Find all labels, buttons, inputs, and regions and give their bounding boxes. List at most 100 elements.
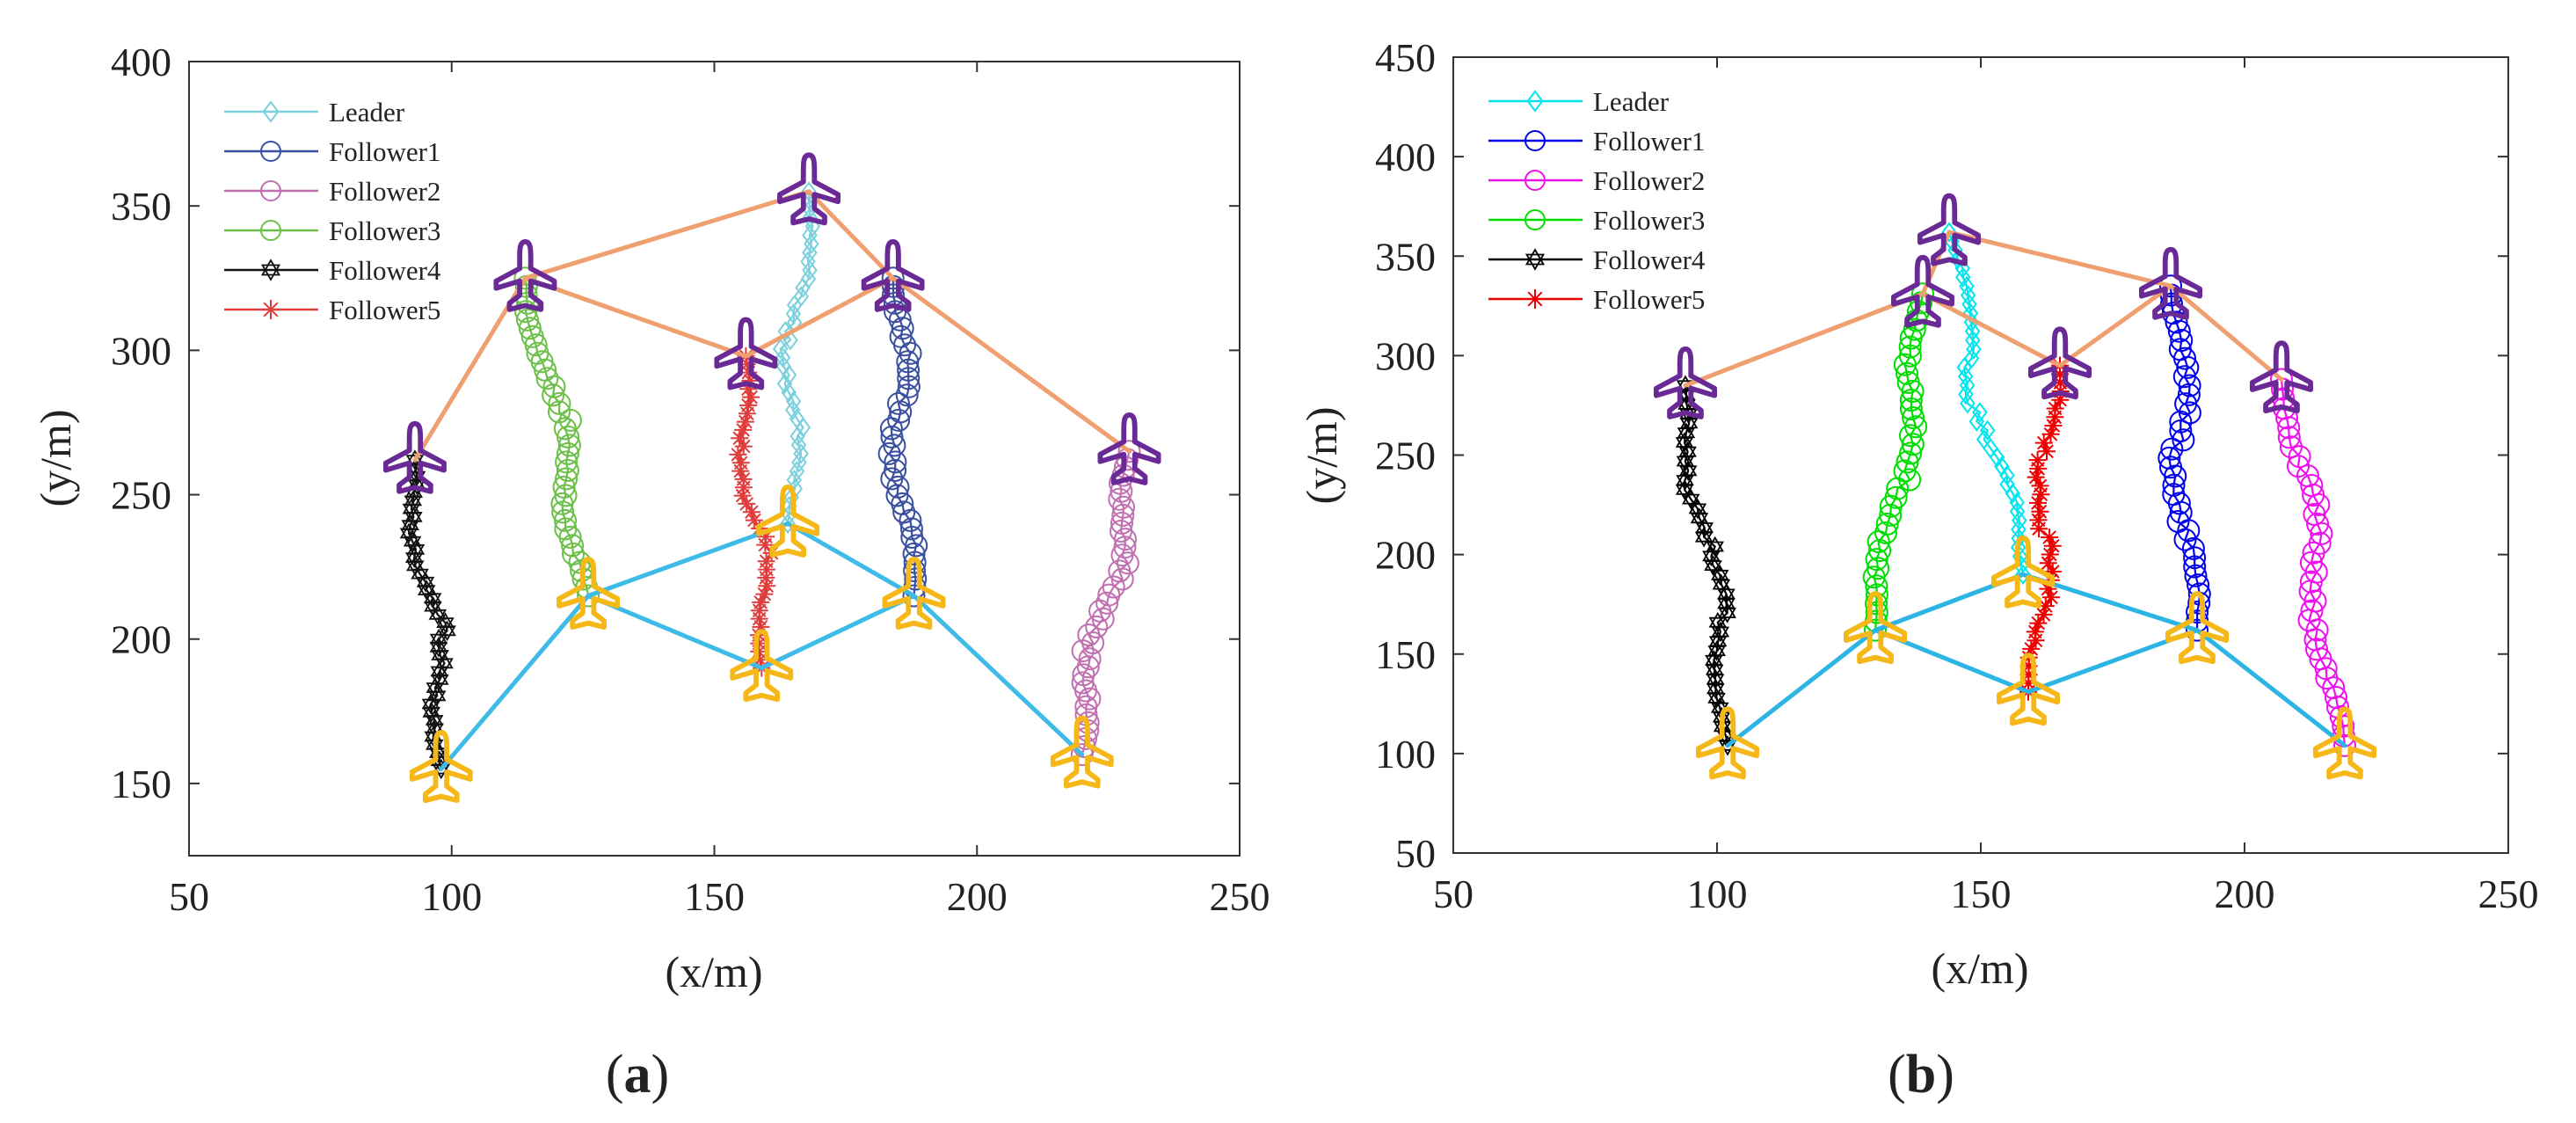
legend-marker-shape (260, 259, 281, 281)
point-marker (1899, 441, 1923, 465)
point-marker (1979, 419, 1996, 441)
point-marker (1962, 303, 1979, 324)
point-marker (2325, 686, 2347, 709)
y-tick-label: 150 (111, 762, 171, 806)
trajectory-point (2168, 338, 2192, 361)
legend-marker-leader-a (262, 100, 280, 123)
trajectory-point (1994, 456, 2010, 478)
trajectory-point (516, 308, 539, 332)
point-marker (2043, 536, 2062, 555)
point-marker (554, 508, 577, 532)
trajectory-point (785, 390, 802, 412)
trajectory-point (1955, 266, 1971, 288)
trajectory-point (1708, 611, 1728, 633)
point-marker (2181, 536, 2205, 560)
trajectory-point (1904, 415, 1928, 439)
trajectory-point (1078, 647, 1102, 671)
point-marker (1976, 428, 1992, 450)
point-marker (2177, 383, 2201, 406)
trajectory-point (2187, 582, 2211, 606)
point-marker (1865, 548, 1888, 572)
point-marker (789, 408, 805, 429)
plot-area-a (188, 61, 1241, 857)
point-marker (1964, 321, 1981, 342)
series-leader (772, 181, 821, 535)
trajectory-point (1874, 521, 1897, 544)
point-marker (518, 317, 542, 340)
x-axis-label-a: (x/m) (665, 947, 762, 996)
trajectory-point (577, 584, 600, 608)
trajectory-point (801, 181, 817, 202)
point-marker (899, 341, 922, 365)
point-marker (1110, 520, 1132, 543)
point-marker (1116, 551, 1139, 575)
legend-marker-leader-b (1526, 90, 1544, 113)
trajectory-point (518, 317, 542, 340)
trajectory-point (554, 517, 578, 541)
point-marker (1961, 294, 1977, 315)
trajectory-point (1901, 433, 1925, 456)
point-marker (887, 391, 910, 415)
point-marker (903, 551, 927, 574)
formation-edge (891, 275, 1132, 454)
trajectory-point (886, 475, 910, 499)
trajectory-point (1879, 503, 1903, 527)
point-marker (886, 475, 910, 499)
trajectory-point (2041, 529, 2059, 546)
legend-marker-follower2-b (1524, 170, 1546, 191)
point-marker (556, 441, 579, 465)
formation-edge (522, 189, 811, 281)
point-marker (902, 542, 926, 565)
y-tick-label: 450 (1375, 35, 1436, 80)
point-marker (2300, 474, 2324, 497)
point-marker (757, 552, 775, 571)
trajectory-point (1898, 335, 1922, 359)
trajectory-point (1110, 520, 1132, 543)
trajectory-point (554, 508, 577, 532)
trajectory-point (734, 437, 753, 456)
trajectory-point (548, 391, 571, 415)
trajectory-point (1865, 583, 1888, 607)
point-marker (892, 500, 916, 524)
trajectory-point (1865, 601, 1888, 624)
legend-marker-follower4-b (1524, 248, 1546, 271)
trajectory-point (900, 525, 924, 549)
y-tick-label: 400 (111, 40, 171, 84)
trajectory-point (1964, 321, 1981, 342)
point-marker (2183, 555, 2207, 579)
trajectory-line-follower3 (1873, 293, 1925, 631)
point-marker (2168, 338, 2192, 361)
trajectory-point (554, 484, 578, 507)
trajectory-point (1976, 428, 1992, 450)
trajectory-point (1076, 655, 1100, 679)
legend-label-follower5-a: Follower5 (329, 295, 440, 325)
trajectory-point (2034, 605, 2053, 623)
trajectory-point (2184, 564, 2208, 587)
point-marker (557, 434, 581, 457)
point-marker (2041, 425, 2060, 443)
point-marker (1999, 464, 2015, 486)
trajectory-point (1077, 623, 1101, 646)
trajectory-point (1957, 366, 1974, 387)
trajectory-point (2165, 310, 2188, 334)
formation-edge (912, 593, 1085, 757)
point-marker (790, 426, 805, 447)
point-marker (1896, 370, 1920, 394)
trajectory-point (548, 400, 571, 424)
point-marker (1879, 503, 1903, 527)
point-marker (562, 542, 585, 565)
trajectory-point (790, 426, 805, 447)
point-marker (2169, 410, 2193, 434)
point-marker (2308, 531, 2332, 555)
point-marker (2306, 512, 2330, 536)
point-marker (2174, 392, 2198, 416)
trajectory-point (738, 494, 756, 513)
point-marker (2165, 310, 2188, 334)
y-tick-label: 250 (111, 473, 171, 518)
trajectory-point (561, 534, 585, 558)
trajectory-point (558, 408, 582, 432)
point-marker (1868, 539, 1892, 562)
y-axis-a: 150 200 250 300 350 400 (111, 40, 1240, 806)
series-group-a (399, 181, 1141, 780)
series-follower1 (2158, 274, 2211, 642)
